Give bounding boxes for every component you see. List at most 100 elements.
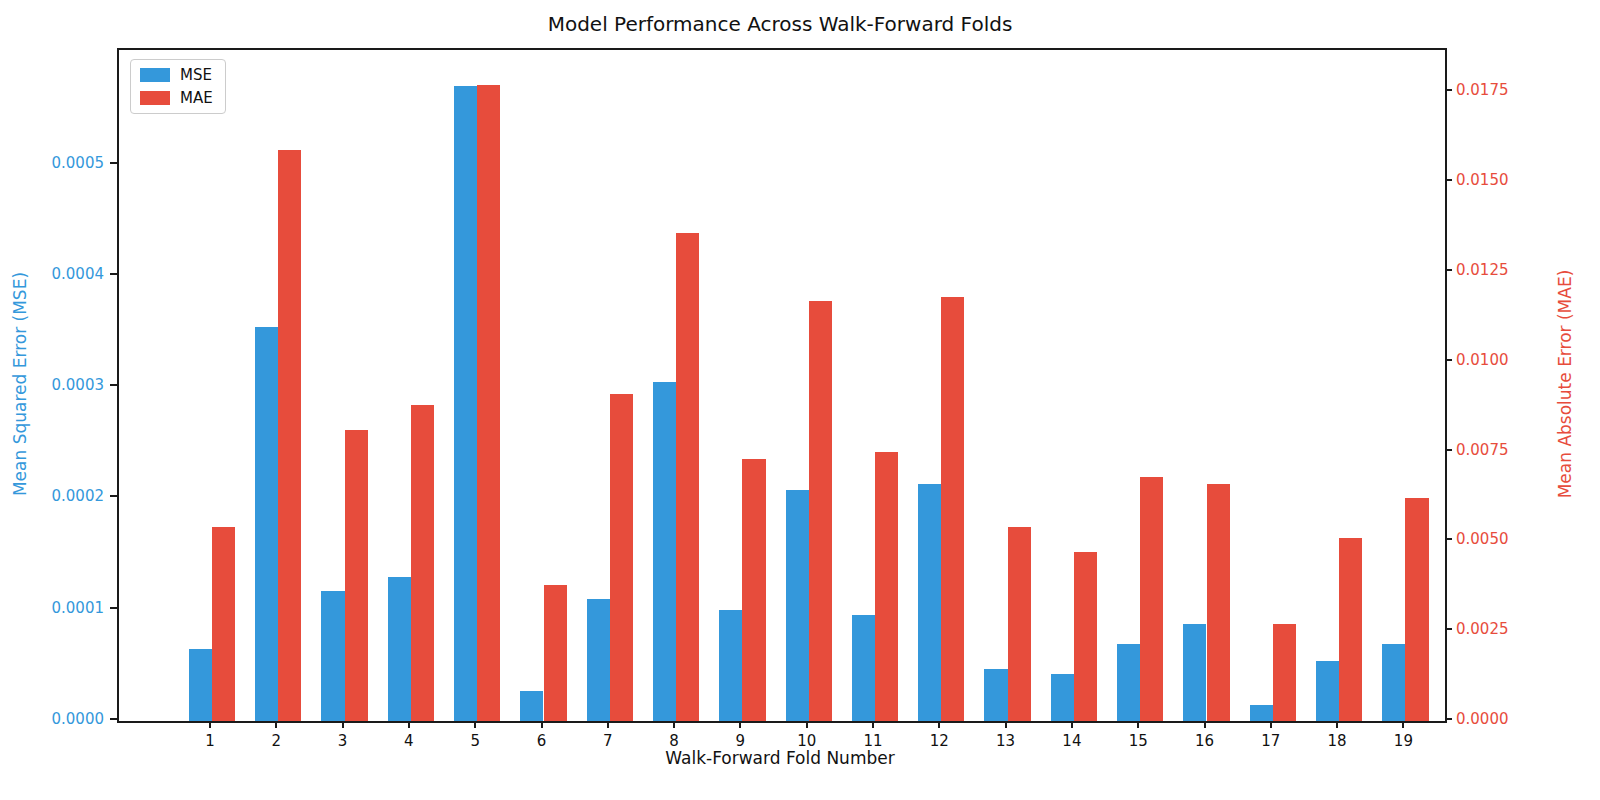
x-axis-tick-label: 15 [1108,732,1168,750]
mae-bar-fold-4 [411,405,434,721]
x-axis-tick [342,721,344,728]
x-axis-tick-label: 13 [976,732,1036,750]
mse-bar-fold-10 [786,490,809,721]
left-axis-tick-label: 0.0005 [20,154,104,172]
legend-swatch-mse [140,68,170,82]
x-axis-tick-label: 8 [644,732,704,750]
x-axis-tick-label: 10 [777,732,837,750]
mse-bar-fold-15 [1117,644,1140,721]
mse-bar-fold-12 [918,484,941,721]
mse-bar-fold-3 [321,591,344,721]
mae-bar-fold-8 [676,233,699,721]
right-axis-tick [1445,359,1452,361]
x-axis-tick [1270,721,1272,728]
right-axis-tick-label: 0.0175 [1456,81,1540,99]
mse-bar-fold-11 [852,615,875,721]
legend-item-mae: MAE [140,90,213,106]
x-axis-tick-label: 1 [180,732,240,750]
left-axis-tick [110,495,117,497]
x-axis-tick [607,721,609,728]
legend-item-mse: MSE [140,67,213,83]
right-axis-tick [1445,449,1452,451]
legend-label: MSE [180,67,212,83]
right-axis-tick [1445,179,1452,181]
x-axis-tick [209,721,211,728]
right-axis-tick-label: 0.0125 [1456,261,1540,279]
x-axis-tick [673,721,675,728]
mse-bar-fold-5 [454,86,477,721]
left-axis-tick [110,607,117,609]
right-axis-tick-label: 0.0000 [1456,710,1540,728]
figure: Model Performance Across Walk-Forward Fo… [0,0,1600,800]
mae-bar-fold-11 [875,452,898,721]
mse-bar-fold-13 [984,669,1007,721]
mse-bar-fold-9 [719,610,742,721]
x-axis-tick-label: 4 [379,732,439,750]
mae-bar-fold-15 [1140,477,1163,721]
mae-bar-fold-5 [477,85,500,721]
x-axis-tick-label: 6 [512,732,572,750]
left-axis-tick-label: 0.0000 [20,710,104,728]
mae-bar-fold-2 [278,150,301,721]
x-axis-tick [541,721,543,728]
mse-bar-fold-8 [653,382,676,721]
left-axis-tick-label: 0.0002 [20,487,104,505]
right-axis-tick-label: 0.0050 [1456,530,1540,548]
chart-title: Model Performance Across Walk-Forward Fo… [117,12,1443,36]
mae-bar-fold-9 [742,459,765,721]
x-axis-label: Walk-Forward Fold Number [117,748,1443,768]
legend: MSE MAE [130,59,226,114]
right-axis-tick-label: 0.0075 [1456,441,1540,459]
x-axis-tick-label: 18 [1307,732,1367,750]
x-axis-tick [1005,721,1007,728]
mse-bar-fold-16 [1183,624,1206,721]
legend-label: MAE [180,90,213,106]
x-axis-tick-label: 16 [1175,732,1235,750]
mae-bar-fold-3 [345,430,368,721]
left-axis-tick [110,718,117,720]
mse-bar-fold-17 [1250,705,1273,721]
y-axis-label-right: Mean Absolute Error (MAE) [1555,234,1575,534]
x-axis-tick-label: 5 [445,732,505,750]
x-axis-tick [1204,721,1206,728]
x-axis-tick [275,721,277,728]
mae-bar-fold-10 [809,301,832,721]
mse-bar-fold-18 [1316,661,1339,721]
left-axis-tick-label: 0.0003 [20,376,104,394]
plot-area: MSE MAE [117,48,1447,723]
x-axis-tick-label: 11 [843,732,903,750]
left-axis-tick [110,162,117,164]
x-axis-tick [1336,721,1338,728]
mae-bar-fold-1 [212,527,235,721]
x-axis-tick-label: 19 [1373,732,1433,750]
mse-bar-fold-4 [388,577,411,721]
x-axis-tick [1402,721,1404,728]
mse-bar-fold-19 [1382,644,1405,721]
left-axis-tick [110,273,117,275]
x-axis-tick [872,721,874,728]
x-axis-tick [1137,721,1139,728]
mse-bar-fold-2 [255,327,278,721]
mae-bar-fold-14 [1074,552,1097,721]
mse-bar-fold-7 [587,599,610,721]
left-axis-tick-label: 0.0001 [20,599,104,617]
legend-swatch-mae [140,91,170,105]
mse-bar-fold-14 [1051,674,1074,721]
mae-bar-fold-7 [610,394,633,721]
mae-bar-fold-19 [1405,498,1428,721]
mse-bar-fold-1 [189,649,212,721]
left-axis-tick [110,384,117,386]
mae-bar-fold-13 [1008,527,1031,721]
x-axis-tick [1071,721,1073,728]
x-axis-tick-label: 2 [246,732,306,750]
right-axis-tick-label: 0.0150 [1456,171,1540,189]
x-axis-tick [806,721,808,728]
x-axis-tick [474,721,476,728]
mae-bar-fold-16 [1207,484,1230,721]
x-axis-tick-label: 7 [578,732,638,750]
x-axis-tick [938,721,940,728]
right-axis-tick [1445,538,1452,540]
x-axis-tick-label: 17 [1241,732,1301,750]
x-axis-tick-label: 3 [313,732,373,750]
x-axis-tick-label: 9 [710,732,770,750]
